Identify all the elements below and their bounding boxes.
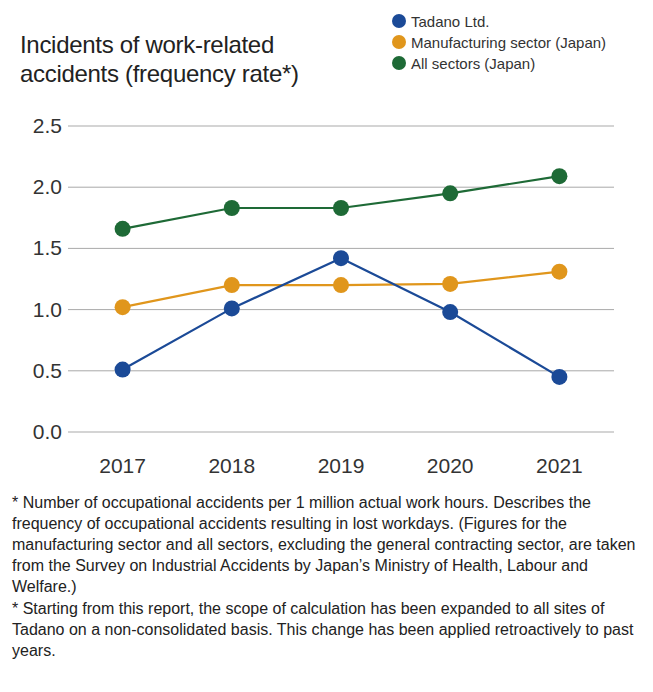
x-tick-label: 2018 [208,454,255,477]
legend-marker [392,35,406,49]
y-tick-label: 2.5 [33,114,62,137]
plot-area [115,168,568,385]
series-line [123,272,560,307]
data-point [115,362,131,378]
y-axis: 0.0 0.5 1.0 1.5 2.0 2.5 [33,114,62,443]
data-point [442,304,458,320]
series [115,264,568,315]
data-point [224,277,240,293]
data-point [442,276,458,292]
y-tick-label: 1.0 [33,298,62,321]
series-line [123,176,560,229]
y-tick-label: 2.0 [33,175,62,198]
footnote: * Starting from this report, the scope o… [12,598,640,661]
legend-label: Manufacturing sector (Japan) [411,34,606,51]
footnote: * Number of occupational accidents per 1… [12,492,640,597]
legend-marker [392,56,406,70]
series [115,168,568,237]
grid-line [68,432,614,433]
series [115,250,568,385]
data-point [551,369,567,385]
series-line [123,258,560,377]
chart-title: Incidents of work-related accidents (fre… [20,30,365,88]
grid-line [68,248,614,249]
y-tick-label: 0.0 [33,420,62,443]
data-point [551,264,567,280]
grid [68,126,614,432]
data-point [115,221,131,237]
data-point [333,200,349,216]
grid-line [68,309,614,310]
footnotes: * Number of occupational accidents per 1… [12,492,640,662]
y-tick-label: 0.5 [33,359,62,382]
data-point [551,168,567,184]
data-point [115,299,131,315]
chart-svg: 0.0 0.5 1.0 1.5 2.0 2.5 2017 2018 2019 2020 2021 Ta… [0,0,653,692]
x-tick-label: 2017 [99,454,146,477]
legend-label: Tadano Ltd. [411,13,489,30]
y-tick-label: 1.5 [33,236,62,259]
data-point [224,300,240,316]
grid-line [68,370,614,371]
data-point [333,250,349,266]
grid-line [68,126,614,127]
legend-label: All sectors (Japan) [411,55,535,72]
x-axis: 2017 2018 2019 2020 2021 [99,454,583,477]
x-tick-label: 2020 [427,454,474,477]
data-point [442,185,458,201]
legend-marker [392,14,406,28]
data-point [333,277,349,293]
x-tick-label: 2021 [536,454,583,477]
x-tick-label: 2019 [318,454,365,477]
grid-line [68,187,614,188]
legend: Tadano Ltd. Manufacturing sector (Japan) A… [392,13,606,72]
data-point [224,200,240,216]
